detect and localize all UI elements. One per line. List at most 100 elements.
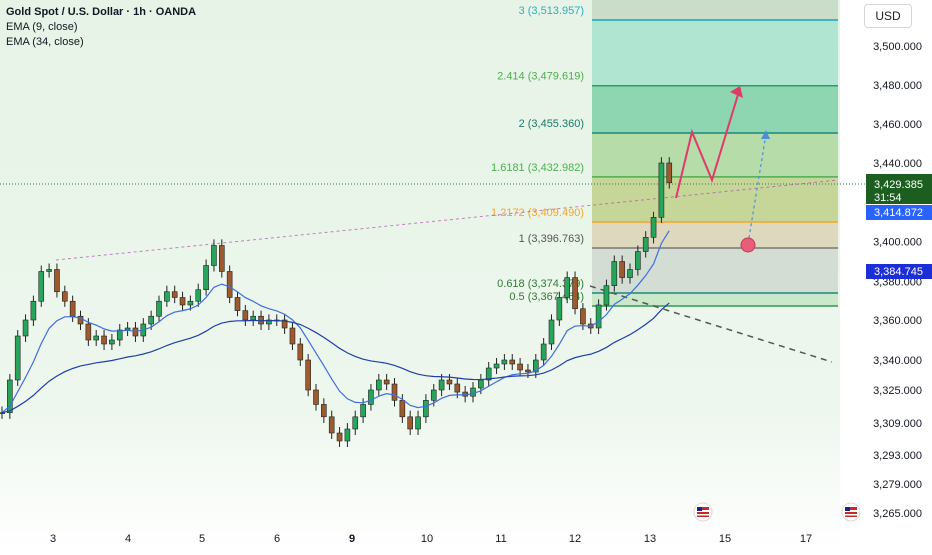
us-flag-icon [845, 514, 857, 516]
candle [211, 245, 217, 266]
candle [391, 383, 398, 401]
candle [313, 389, 319, 405]
candle [109, 339, 115, 345]
candle [407, 416, 414, 430]
price-label: 3,414.872 [874, 207, 923, 219]
candle [69, 300, 76, 317]
time-axis-tick: 3 [50, 533, 56, 545]
candle [470, 387, 476, 397]
us-flag-icon [845, 507, 850, 511]
fib-level-label: 3 (3,513.957) [519, 5, 584, 17]
candle [171, 291, 178, 298]
time-axis-tick: 13 [644, 533, 656, 545]
price-axis-tick: 3,293.000 [873, 450, 922, 462]
price-axis-tick: 3,340.000 [873, 355, 922, 367]
candle [14, 335, 21, 381]
candle [116, 329, 123, 341]
candle [509, 359, 516, 365]
fib-level-label: 1.2172 (3,409.490) [491, 207, 584, 219]
candle [7, 379, 13, 413]
price-axis-tick: 3,360.000 [873, 315, 922, 327]
candle [22, 319, 29, 337]
candle [595, 304, 602, 329]
price-axis-tick: 3,380.000 [873, 277, 922, 289]
candle [564, 277, 571, 298]
ema-9-label[interactable]: EMA (9, close) [6, 21, 78, 33]
candle [658, 162, 665, 218]
candle [242, 310, 249, 321]
time-axis-tick: 4 [125, 533, 131, 545]
candle [438, 379, 445, 391]
candle [603, 285, 610, 306]
price-axis-tick: 3,325.000 [873, 385, 922, 397]
fib-zone [592, 222, 838, 248]
fib-zone [592, 85, 838, 134]
ema-34-line [1, 302, 670, 414]
candle [179, 297, 186, 306]
price-axis-tick: 3,279.000 [873, 479, 922, 491]
candle [226, 271, 233, 298]
chart-legend: Gold Spot / U.S. Dollar · 1h · OANDA EMA… [6, 5, 196, 50]
candle [38, 271, 45, 302]
candle [54, 269, 60, 293]
candle [281, 319, 288, 329]
candle [321, 404, 327, 418]
candle [383, 379, 390, 385]
time-axis-tick: 12 [569, 533, 581, 545]
us-flag-icon [697, 510, 709, 512]
price-axis-tick: 3,500.000 [873, 41, 922, 53]
us-flag-icon [845, 510, 857, 512]
current-price-box [866, 174, 932, 204]
trendline-upper [55, 179, 839, 261]
candle [501, 359, 508, 365]
symbol-title[interactable]: Gold Spot / U.S. Dollar · 1h · OANDA [6, 6, 197, 18]
time-axis-tick: 9 [349, 533, 355, 545]
fib-level-label: 1.6181 (3,432.982) [491, 162, 584, 174]
price-axis-tick: 3,400.000 [873, 236, 922, 248]
candle [289, 327, 296, 345]
candle [187, 300, 194, 306]
us-flag-icon [697, 514, 709, 516]
candle [101, 335, 107, 345]
candle [30, 300, 37, 321]
candle [572, 277, 578, 310]
candle [352, 416, 359, 430]
time-axis-tick: 10 [421, 533, 433, 545]
candle [46, 269, 52, 272]
price-axis-tick: 3,480.000 [873, 80, 922, 92]
price-axis-tick: 3,309.000 [873, 418, 922, 430]
candle [61, 291, 68, 302]
candle [478, 379, 484, 389]
ema-34-label[interactable]: EMA (34, close) [6, 36, 84, 48]
countdown-label: 31:54 [874, 192, 902, 204]
candle [556, 297, 563, 321]
time-axis-tick: 5 [199, 533, 205, 545]
fib-zone [592, 248, 838, 293]
candle [328, 416, 335, 434]
projection-path [675, 87, 741, 199]
price-label-box [866, 205, 932, 220]
candle [430, 389, 437, 401]
time-axis-tick: 15 [719, 533, 731, 545]
candle [399, 400, 406, 418]
candle [360, 404, 366, 418]
price-label-box [866, 264, 932, 279]
candle [368, 389, 374, 405]
candle [203, 265, 209, 291]
us-flag-icon [697, 507, 702, 511]
candle [305, 359, 311, 391]
candle [540, 343, 547, 361]
candle [548, 319, 555, 345]
candle [666, 162, 673, 184]
candle [250, 315, 256, 321]
currency-button[interactable]: USD [864, 4, 912, 28]
price-axis-tick: 3,265.000 [873, 508, 922, 520]
fib-level-label: 2.414 (3,479.619) [497, 71, 584, 83]
candle [611, 261, 618, 286]
fib-level-label: 2 (3,455.360) [519, 118, 584, 130]
candle [195, 289, 202, 302]
price-axis-tick: 3,440.000 [873, 158, 922, 170]
projection-dashed [747, 133, 767, 245]
